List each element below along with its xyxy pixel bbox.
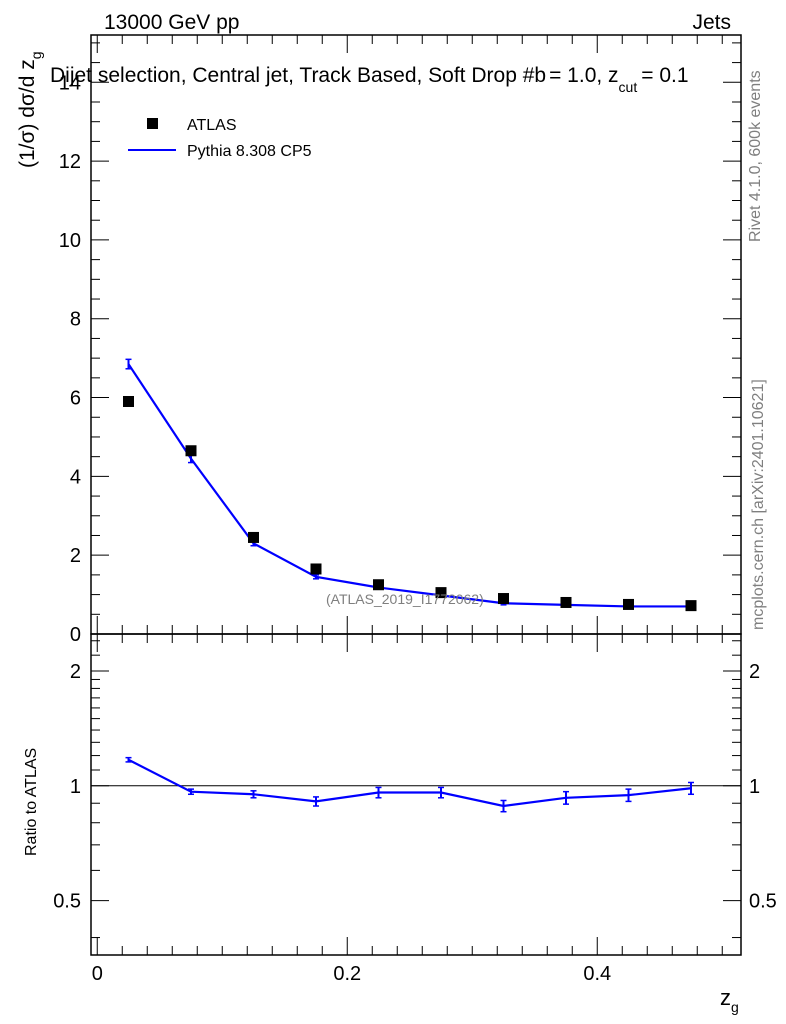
y-tick-label: 10 bbox=[59, 230, 81, 252]
legend-pythia-label: Pythia 8.308 CP5 bbox=[187, 143, 312, 160]
legend-atlas-marker bbox=[147, 118, 158, 129]
ratio-axis-ticks: 0.5 0.5 1 1 2 2 bbox=[53, 640, 777, 939]
y-tick-label: 14 bbox=[59, 72, 81, 94]
mcplots-label: mcplots.cern.ch [arXiv:2401.10621] bbox=[750, 379, 767, 630]
atlas-point bbox=[123, 395, 134, 407]
chart-title: Dijet selection, Central jet, Track Base… bbox=[50, 64, 689, 95]
atlas-point bbox=[185, 445, 197, 457]
atlas-point bbox=[685, 600, 697, 612]
ratio-series bbox=[125, 756, 694, 813]
chart-title-text: Dijet selection, Central jet, Track Base… bbox=[50, 64, 546, 87]
x-tick-label: 0.2 bbox=[333, 963, 361, 985]
atlas-series bbox=[123, 395, 697, 612]
atlas-point bbox=[560, 596, 572, 608]
ratio-tick-label-right: 2 bbox=[749, 661, 760, 683]
rivet-label: Rivet 4.1.0, 600k events bbox=[747, 70, 764, 242]
atlas-point bbox=[623, 598, 634, 610]
ratio-line bbox=[127, 758, 692, 808]
ratio-tick-label: 0.5 bbox=[53, 891, 81, 913]
ratio-axis-label: Ratio to ATLAS bbox=[23, 748, 40, 856]
y-tick-label: 12 bbox=[59, 151, 81, 173]
atlas-point bbox=[310, 563, 322, 575]
x-axis-ticks: 0 0.2 0.4 bbox=[92, 35, 723, 985]
chart-title-beta: = 1.0, z bbox=[549, 64, 618, 87]
x-tick-label: 0.4 bbox=[583, 963, 611, 985]
chart-title-cut: cut bbox=[619, 79, 638, 95]
pythia-line bbox=[127, 363, 691, 608]
ratio-tick-label: 1 bbox=[70, 776, 81, 798]
ratio-tick-label-right: 1 bbox=[749, 776, 760, 798]
y-axis-label: (1/σ) dσ/d zg bbox=[16, 51, 44, 168]
atlas-point bbox=[373, 579, 384, 591]
atlas-point bbox=[435, 587, 447, 599]
y-tick-label: 8 bbox=[70, 309, 81, 331]
ratio-frame bbox=[90, 633, 742, 956]
analysis-watermark: (ATLAS_2019_I1772062) bbox=[326, 591, 484, 607]
y-tick-label: 2 bbox=[70, 545, 81, 567]
atlas-point bbox=[498, 593, 509, 605]
category-label: Jets bbox=[692, 11, 731, 34]
legend-atlas-label: ATLAS bbox=[187, 117, 237, 134]
plot-frames bbox=[90, 34, 742, 956]
pythia-series bbox=[125, 358, 694, 609]
chart-title-zcut: = 0.1 bbox=[641, 64, 688, 87]
energy-label: 13000 GeV pp bbox=[104, 11, 239, 34]
y-tick-label: 6 bbox=[70, 388, 81, 410]
x-tick-label: 0 bbox=[92, 963, 103, 985]
x-axis-label: zg bbox=[720, 985, 739, 1015]
y-tick-label: 0 bbox=[70, 624, 81, 646]
y-tick-label: 4 bbox=[70, 466, 81, 488]
atlas-point bbox=[248, 531, 259, 543]
ratio-tick-label-right: 0.5 bbox=[749, 891, 777, 913]
ratio-tick-label: 2 bbox=[70, 661, 81, 683]
y-axis-ticks: 0 2 4 6 8 10 12 14 bbox=[59, 42, 741, 646]
